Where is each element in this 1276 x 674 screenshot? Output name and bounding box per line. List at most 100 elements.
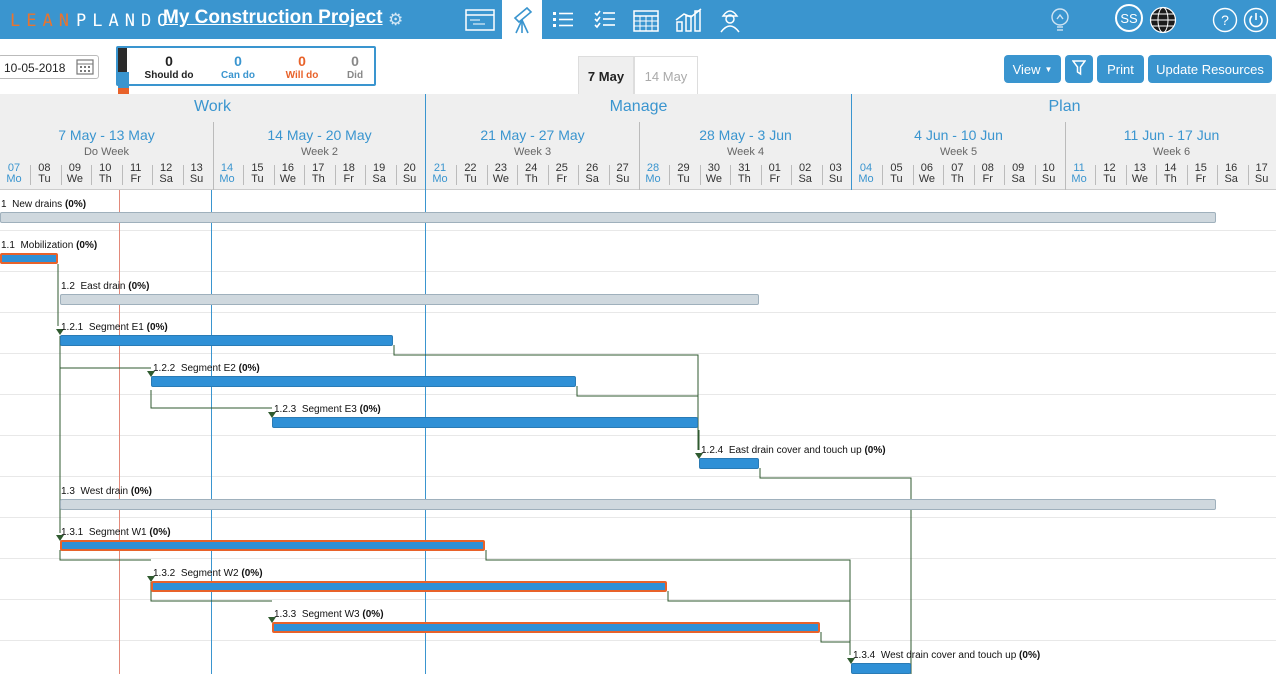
task-bar[interactable] (151, 376, 576, 387)
task-progress: (0%) (362, 609, 384, 620)
calendar-icon[interactable] (630, 0, 662, 39)
list-icon[interactable] (548, 0, 578, 39)
summary-bar[interactable] (60, 499, 1216, 510)
chart-icon[interactable] (672, 0, 706, 39)
will-do-swatch (118, 88, 129, 98)
task-label[interactable]: 1.3.1 Segment W1 (0%) (61, 527, 171, 538)
day-label: 13 We (1125, 163, 1155, 185)
row-divider (0, 394, 1276, 395)
day-label: 15 Fr (1186, 163, 1216, 185)
summary-bar[interactable] (0, 212, 1216, 223)
dependency-line (485, 550, 851, 655)
calendar-picker-icon[interactable] (76, 58, 94, 78)
help-icon[interactable]: ? (1210, 0, 1240, 39)
task-bar[interactable] (851, 663, 911, 674)
week-name: Week 5 (939, 146, 978, 158)
task-label[interactable]: 1.2.2 Segment E2 (0%) (153, 363, 260, 374)
dependency-line (393, 345, 699, 450)
day-label: 14 Th (1155, 163, 1185, 185)
day-weekday: We (918, 173, 936, 185)
legend-should-do[interactable]: 0 Should do (144, 53, 194, 81)
worker-icon[interactable] (716, 0, 744, 39)
phase-manage: Manage (609, 98, 668, 115)
day-weekday: Mo (219, 173, 235, 185)
board-icon[interactable] (458, 0, 502, 39)
update-resources-button[interactable]: Update Resources (1148, 55, 1272, 83)
day-label: 25 Fr (547, 163, 577, 185)
day-label: 08 Fr (973, 163, 1003, 185)
phase-divider (851, 94, 852, 190)
task-name: East drain cover and touch up (728, 445, 862, 456)
telescope-icon[interactable] (502, 0, 542, 39)
day-divider (1187, 165, 1188, 185)
day-divider (1126, 165, 1127, 185)
task-progress: (0%) (149, 527, 171, 538)
task-label[interactable]: 1.2.3 Segment E3 (0%) (274, 404, 381, 415)
task-bar[interactable] (60, 335, 393, 346)
day-label: 08 Tu (29, 163, 59, 185)
tab-14-may[interactable]: 14 May (634, 56, 698, 95)
power-icon[interactable] (1241, 0, 1271, 39)
task-bar[interactable] (151, 581, 667, 592)
legend-did[interactable]: 0 Did (346, 53, 364, 81)
day-label: 17 Su (1247, 163, 1276, 185)
task-label[interactable]: 1.3.4 West drain cover and touch up (0%) (853, 650, 1040, 661)
task-bar[interactable] (272, 417, 698, 428)
avatar[interactable]: SS (1115, 4, 1143, 32)
day-number: 27 (616, 162, 629, 174)
dependency-arrow-icon (268, 412, 276, 418)
task-label[interactable]: 1.3.2 Segment W2 (0%) (153, 568, 263, 579)
task-label[interactable]: 1.2.1 Segment E1 (0%) (61, 322, 168, 333)
row-divider (0, 599, 1276, 600)
task-bar[interactable] (60, 540, 485, 551)
day-divider (396, 165, 397, 185)
row-divider (0, 353, 1276, 354)
row-divider (0, 435, 1276, 436)
lightbulb-icon[interactable] (1046, 0, 1074, 39)
day-number: 28 (646, 162, 660, 174)
day-weekday: Fr (343, 173, 354, 185)
task-label[interactable]: 1 New drains (0%) (1, 199, 86, 210)
day-label: 27 Su (608, 163, 638, 185)
day-number: 23 (494, 162, 507, 174)
date-input[interactable]: 10-05-2018 (0, 55, 99, 79)
day-number: 09 (1012, 162, 1025, 174)
task-label[interactable]: 1.1 Mobilization (0%) (1, 240, 97, 251)
legend-can-do[interactable]: 0 Can do (221, 53, 255, 81)
gear-icon[interactable]: ⚙ (388, 10, 404, 29)
task-id: 1.3.3 (274, 609, 297, 620)
task-bar[interactable] (699, 458, 759, 469)
day-divider (487, 165, 488, 185)
task-label[interactable]: 1.2 East drain (0%) (61, 281, 149, 292)
task-bar[interactable] (0, 253, 58, 264)
day-number: 11 (1073, 162, 1085, 174)
filter-button[interactable] (1065, 55, 1093, 83)
day-divider (791, 165, 792, 185)
task-label[interactable]: 1.3.3 Segment W3 (0%) (274, 609, 384, 620)
tab-7-may[interactable]: 7 May (578, 56, 634, 95)
day-divider (91, 165, 92, 185)
day-label: 13 Su (182, 163, 212, 185)
day-number: 07 (951, 162, 964, 174)
day-weekday: Su (1041, 173, 1056, 185)
view-button[interactable]: View ▼ (1004, 55, 1061, 83)
task-label[interactable]: 1.2.4 East drain cover and touch up (0%) (701, 445, 886, 456)
summary-bar[interactable] (60, 294, 759, 305)
svg-text:?: ? (1221, 12, 1229, 28)
legend-will-do[interactable]: 0 Will do (285, 53, 319, 81)
project-title-link[interactable]: My Construction Project (163, 7, 383, 28)
day-number: 17 (1255, 162, 1268, 174)
task-bar[interactable] (272, 622, 820, 633)
day-label: 09 Sa (1003, 163, 1033, 185)
print-button[interactable]: Print (1097, 55, 1144, 83)
day-weekday: Mo (432, 173, 448, 185)
day-divider (152, 165, 153, 185)
dependency-links (56, 264, 912, 674)
language-globe-icon[interactable] (1148, 0, 1178, 39)
task-id: 1.3.4 (853, 650, 876, 661)
day-divider (456, 165, 457, 185)
day-weekday: Fr (1195, 173, 1206, 185)
task-label[interactable]: 1.3 West drain (0%) (61, 486, 152, 497)
checklist-icon[interactable] (590, 0, 620, 39)
day-weekday: Tu (1103, 173, 1116, 185)
